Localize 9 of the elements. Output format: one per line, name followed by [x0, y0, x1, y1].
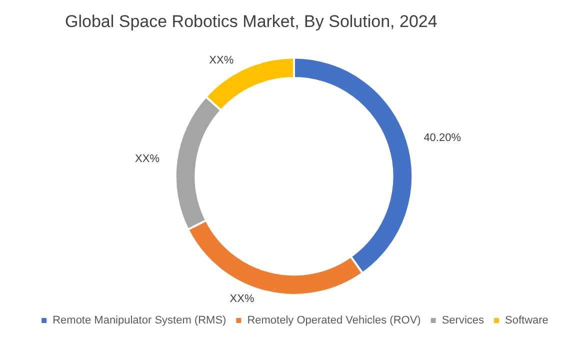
chart-title: Global Space Robotics Market, By Solution, 2024: [65, 12, 438, 31]
legend-label: Services: [442, 314, 484, 326]
data-label: XX%: [135, 153, 160, 166]
data-label: 40.20%: [424, 132, 462, 144]
legend-label: Software: [505, 314, 548, 326]
data-label: XX%: [209, 54, 234, 67]
data-label: XX%: [230, 293, 254, 306]
legend-label: Remote Manipulator System (RMS): [52, 314, 226, 326]
legend-label: Remotely Operated Vehicles (ROV): [247, 314, 421, 326]
